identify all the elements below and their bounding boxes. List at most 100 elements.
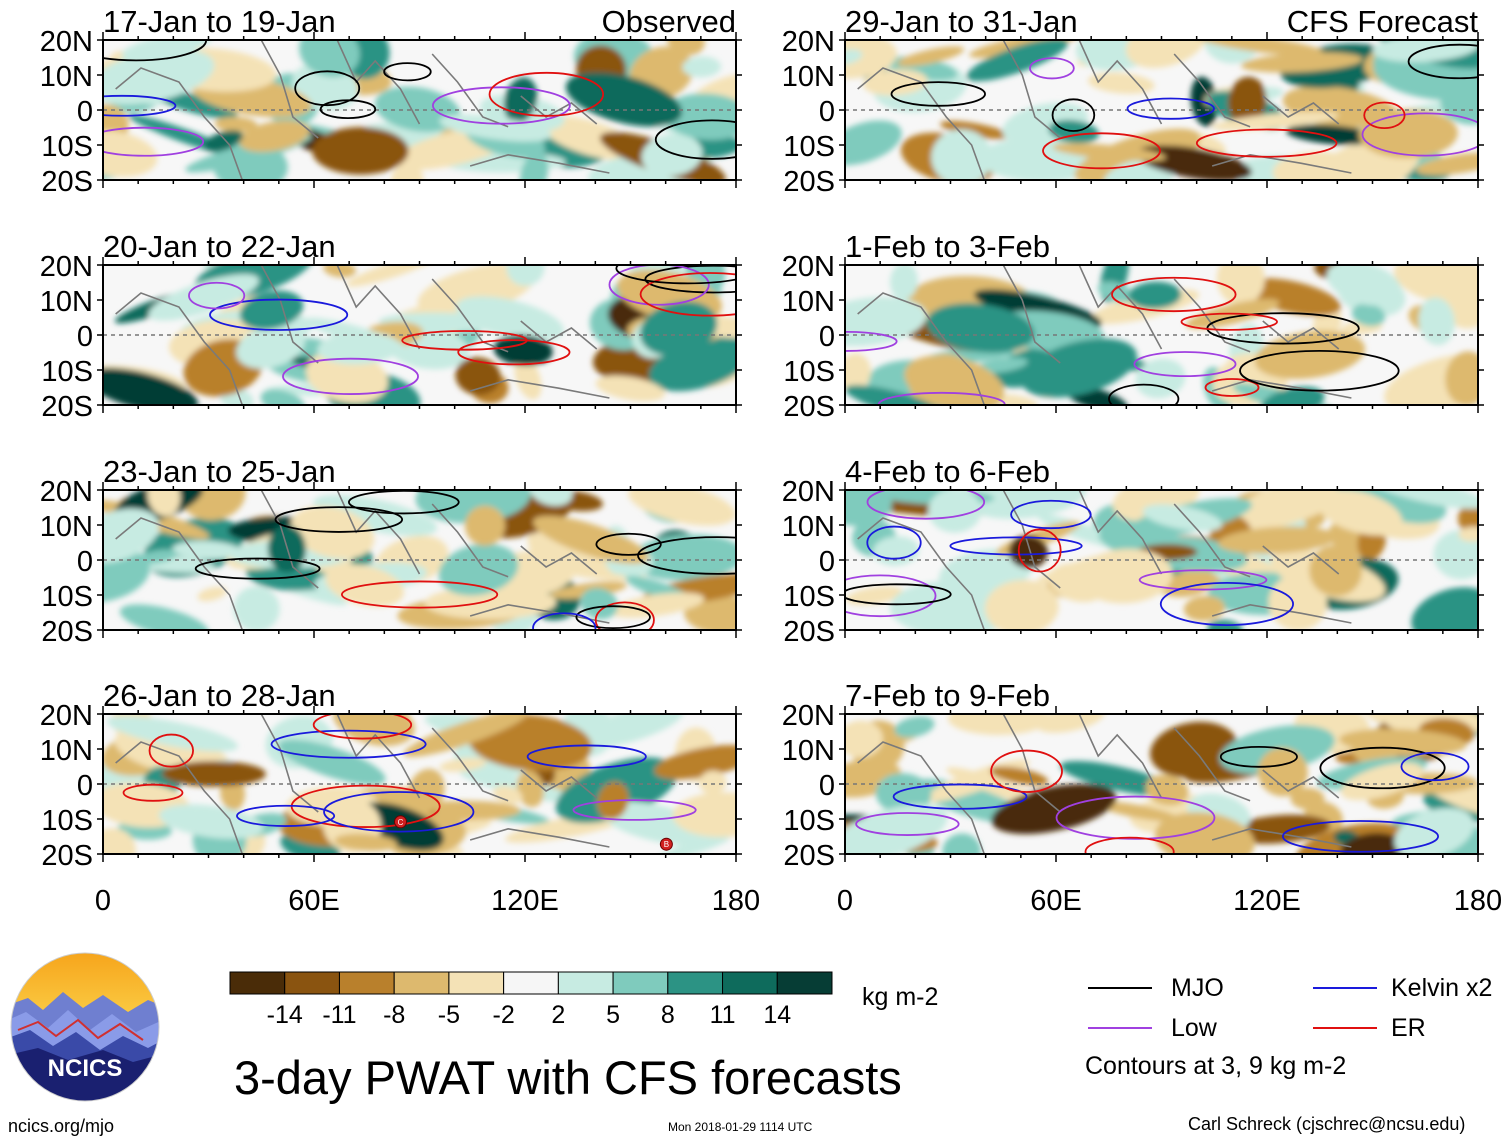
storm-marker-label: B [664, 840, 669, 849]
y-tick-label: 20S [783, 616, 835, 648]
anomaly-patch [1416, 152, 1478, 176]
coastline [431, 278, 509, 353]
wave-contour [1180, 312, 1278, 331]
coastline [115, 517, 244, 630]
anomaly-patch [158, 804, 264, 839]
wave-contour [1138, 569, 1268, 591]
wave-contour [608, 265, 710, 306]
coastline [857, 67, 986, 180]
anomaly-patch [1142, 504, 1223, 532]
anomaly-patch [947, 714, 1051, 736]
coastline [115, 741, 244, 854]
wave-contour [1363, 101, 1406, 129]
coastline [469, 378, 610, 399]
x-tick-label: 120E [491, 885, 559, 917]
wave-contour [845, 583, 952, 606]
wave-contour [1126, 97, 1215, 120]
wave-contour [1195, 128, 1338, 158]
anomaly-patch [1394, 807, 1475, 854]
coastline [1173, 727, 1251, 802]
legend-line-low [1088, 1027, 1152, 1029]
anomaly-patch [1339, 728, 1467, 756]
y-tick-label: 0 [77, 96, 93, 128]
wave-contour [236, 804, 336, 827]
anomaly-patch [1227, 76, 1267, 126]
coastline [1002, 490, 1061, 589]
x-tick-label: 180 [1454, 885, 1502, 917]
wave-contour [122, 783, 184, 802]
anomaly-patch [684, 594, 736, 630]
colorbar-level-label: -5 [438, 1001, 460, 1029]
anomaly-patch [1358, 109, 1458, 159]
footer-url[interactable]: ncics.org/mjo [8, 1116, 115, 1136]
coastline [1002, 714, 1061, 813]
anomaly-patch [260, 389, 306, 405]
wave-contour [1042, 132, 1161, 170]
anomaly-patch [654, 744, 736, 780]
coastline [1078, 714, 1163, 799]
y-tick-label: 10S [783, 356, 835, 388]
wave-contour [532, 612, 597, 630]
colorbar-level-label: 11 [710, 1001, 736, 1029]
panel-date-label: 1-Feb to 3-Feb [845, 229, 1050, 264]
wave-contour [1010, 499, 1092, 530]
legend-label-low: Low [1171, 1014, 1217, 1042]
anomaly-patch [1316, 490, 1403, 536]
coastline [1173, 278, 1251, 353]
storm-marker [659, 837, 673, 851]
y-tick-label: 20S [41, 166, 93, 198]
wave-contour [890, 81, 986, 107]
anomaly-patch [334, 833, 398, 852]
wave-contour [572, 799, 697, 821]
anomaly-patch [317, 331, 401, 365]
wave-contour [637, 536, 736, 575]
anomaly-patch [984, 579, 1059, 630]
wave-contour [990, 749, 1063, 793]
panel-source-label: CFS Forecast [1287, 4, 1479, 39]
y-tick-label: 20N [40, 26, 93, 58]
anomaly-patch [103, 828, 136, 854]
y-tick-label: 10N [782, 286, 835, 318]
anomaly-patch [966, 490, 1086, 519]
y-tick-label: 20N [782, 700, 835, 732]
anomaly-patch [514, 357, 542, 400]
anomaly-patch [863, 69, 928, 96]
coastline [1211, 603, 1352, 624]
x-tick-label: 60E [1030, 885, 1082, 917]
coastline [1173, 53, 1251, 128]
anomaly-patch [533, 515, 649, 564]
wave-contour [431, 86, 571, 125]
coastline [1078, 265, 1163, 350]
anomaly-patch [1128, 281, 1182, 309]
y-tick-label: 20N [40, 700, 93, 732]
anomaly-patch [519, 152, 549, 180]
coastline [336, 40, 421, 125]
coastline [469, 827, 610, 848]
coastline [260, 714, 319, 813]
wave-contour [294, 70, 361, 107]
wave-contour [845, 574, 937, 618]
wave-contour [194, 557, 321, 580]
wave-contour [282, 357, 419, 395]
colorbar-level-label: 2 [551, 1001, 565, 1029]
coastline [1211, 153, 1352, 174]
colorbar-swatch [667, 971, 724, 995]
y-tick-label: 20N [782, 476, 835, 508]
anomaly-patch [1433, 529, 1478, 580]
colorbar-swatch [503, 971, 559, 995]
coastline [1078, 490, 1163, 575]
coastline [336, 265, 421, 350]
wave-contour [270, 729, 427, 759]
legend-line-er [1313, 1027, 1377, 1029]
y-tick-label: 10S [783, 581, 835, 613]
y-tick-label: 10N [40, 735, 93, 767]
y-tick-label: 0 [819, 96, 835, 128]
colorbar-swatch [557, 971, 614, 995]
anomaly-patch [403, 714, 528, 757]
